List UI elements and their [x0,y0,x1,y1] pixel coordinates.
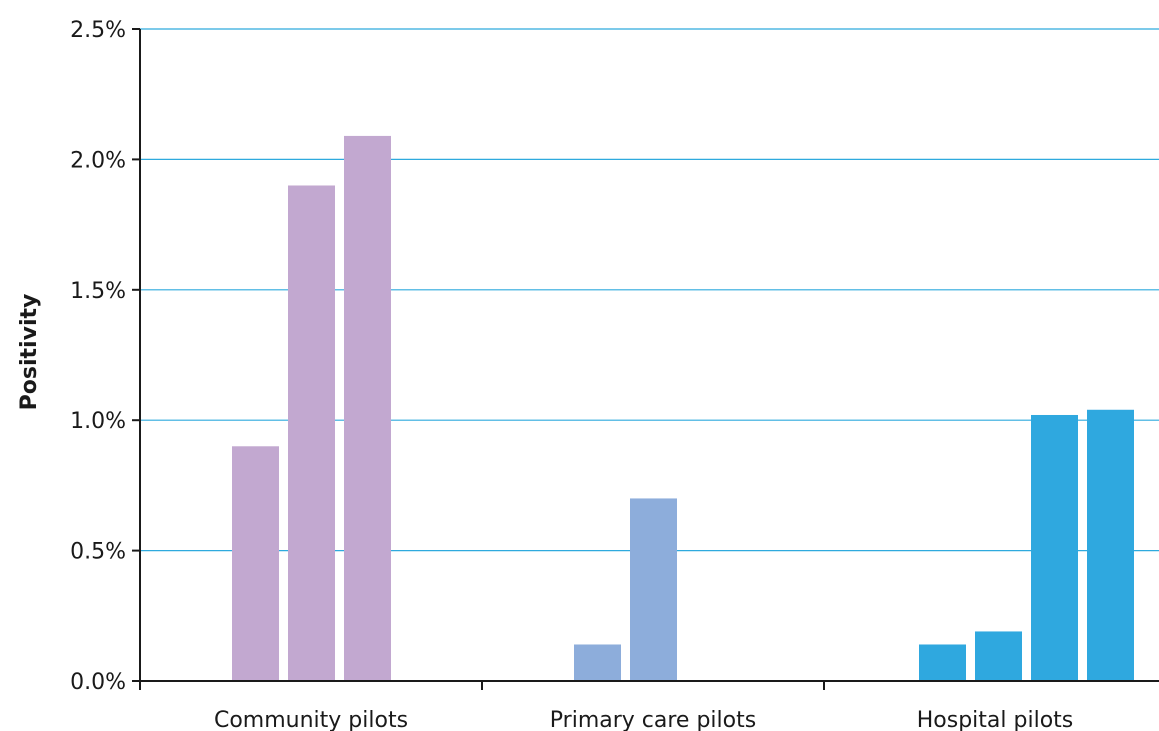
y-tick-label: 0.0% [70,670,126,695]
y-tick-label: 2.5% [70,18,126,43]
x-category-label: Community pilots [214,708,408,731]
x-category-labels: Community pilots Primary care pilots Hospi… [214,708,1073,731]
x-category-label: Hospital pilots [917,708,1074,731]
bar-primary-care-pilots-2 [630,498,677,681]
y-tick-label: 0.5% [70,540,126,565]
bar-community-pilots-3 [344,135,391,682]
y-tick-label: 1.0% [70,409,126,434]
bar-hospital-pilots-2 [975,631,1022,681]
y-tick-label: 1.5% [70,279,126,304]
y-tick-labels: 0.0% 0.5% 1.0% 1.5% 2.0% 2.5% [70,18,126,695]
x-category-label: Primary care pilots [550,708,756,731]
bar-hospital-pilots-1 [919,644,966,681]
bar-community-pilots-2 [288,185,335,682]
bars [232,135,1134,682]
bar-hospital-pilots-3 [1031,414,1078,681]
y-tick-label: 2.0% [70,148,126,173]
y-axis-title: Positivity [17,294,42,411]
bar-community-pilots-1 [232,446,279,681]
bar-hospital-pilots-4 [1087,409,1134,681]
bar-primary-care-pilots-1 [574,644,621,681]
axes [132,28,1159,690]
